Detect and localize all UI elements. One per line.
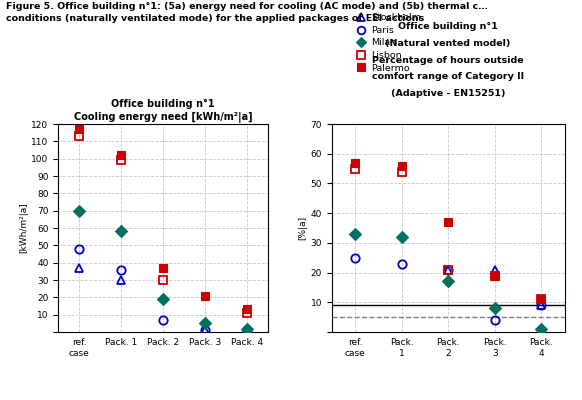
Text: (Adaptive - EN15251): (Adaptive - EN15251) [391, 89, 505, 98]
Text: (Natural vented model): (Natural vented model) [385, 39, 511, 48]
Title: Office building n°1
Cooling energy need [kWh/m²|a]: Office building n°1 Cooling energy need … [74, 98, 252, 123]
Text: Figure 5. Office building n°1: (5a) energy need for cooling (AC mode) and (5b) t: Figure 5. Office building n°1: (5a) ener… [6, 2, 488, 11]
Text: Office building n°1: Office building n°1 [398, 22, 498, 31]
Y-axis label: [%|a]: [%|a] [299, 216, 308, 240]
Legend: Stockholm, Paris, Milan, Lisbon, Palermo: Stockholm, Paris, Milan, Lisbon, Palermo [355, 13, 421, 73]
Text: comfort range of Category II: comfort range of Category II [372, 72, 524, 82]
Y-axis label: [kWh/m²|a]: [kWh/m²|a] [19, 203, 29, 253]
Text: Percentage of hours outside: Percentage of hours outside [372, 56, 524, 65]
Text: conditions (naturally ventilated mode) for the applied packages of EEI actions: conditions (naturally ventilated mode) f… [6, 14, 424, 23]
